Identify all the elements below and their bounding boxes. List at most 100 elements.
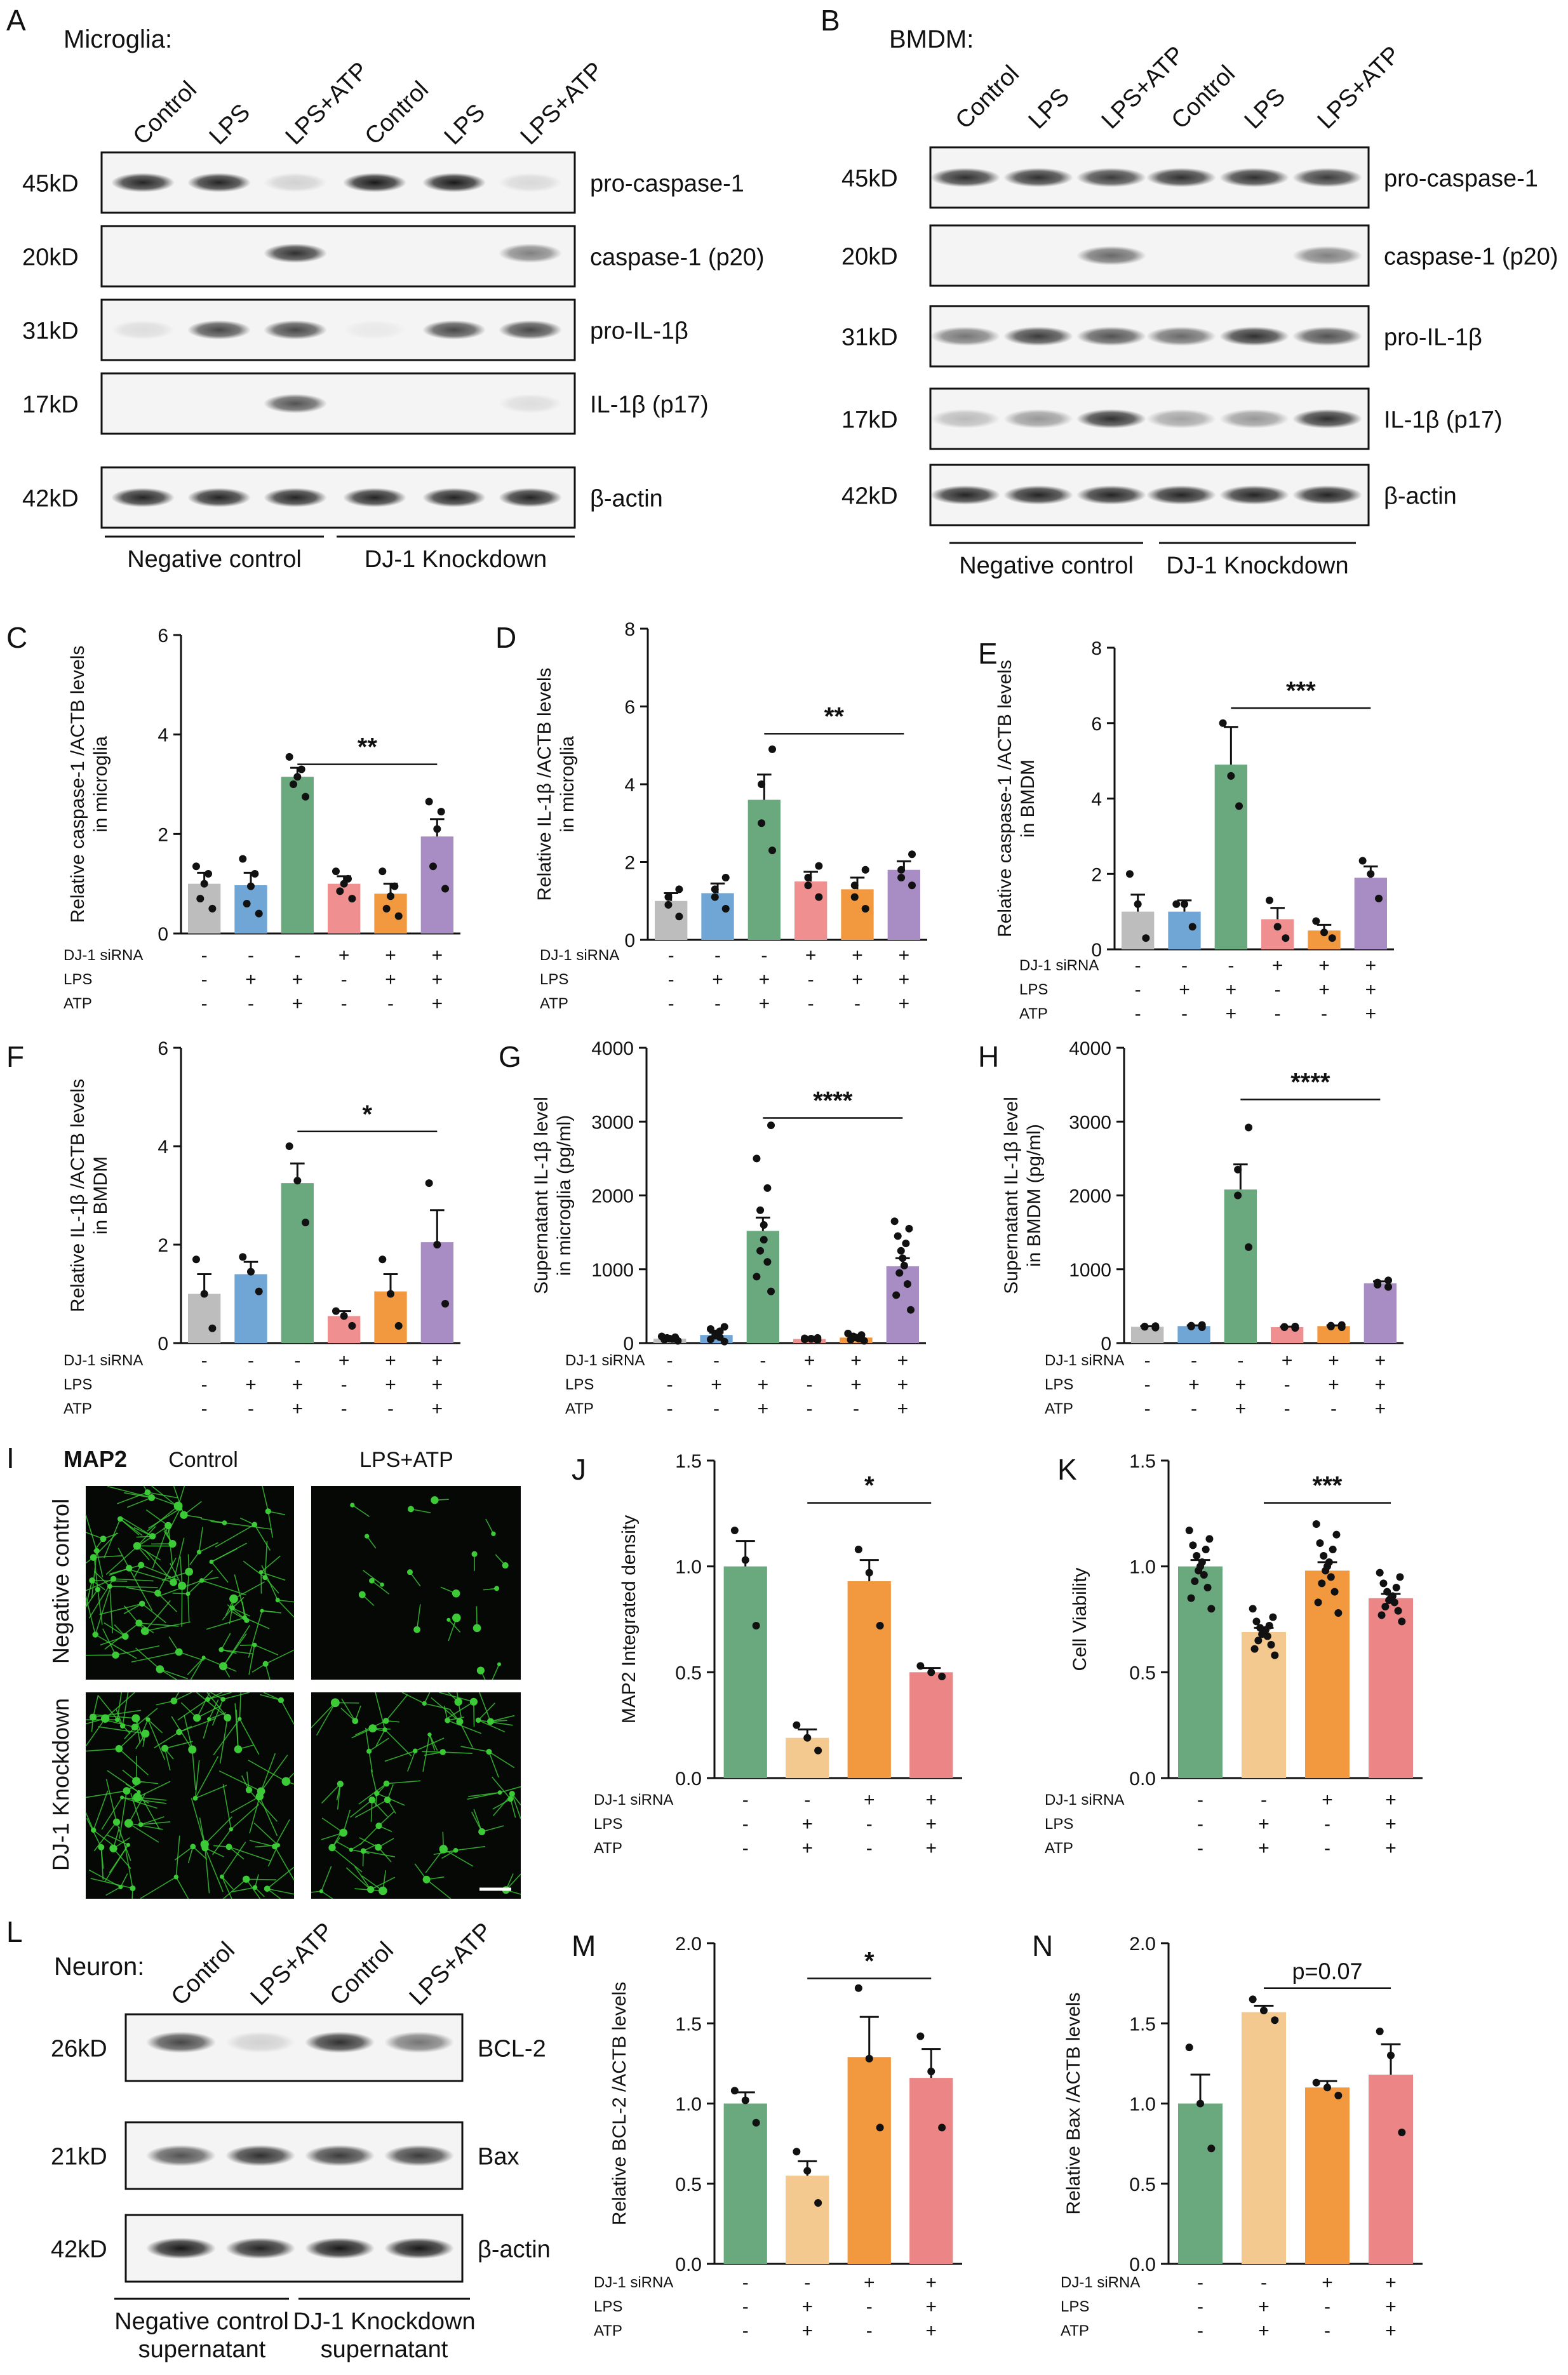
blot-strip [100,466,576,529]
neurite [384,1729,412,1756]
neurite [93,1790,109,1831]
data-point [671,1333,680,1341]
data-point [767,1287,775,1295]
neurite [159,1668,177,1680]
neurite [440,1586,457,1595]
condition-symbol: - [248,945,254,966]
y-tick-label: 1.5 [1129,1451,1156,1472]
neurite [441,1850,456,1859]
neurite [456,1692,459,1703]
neurite [109,1586,114,1634]
neurite [135,1733,146,1749]
condition-symbol: + [385,1374,396,1395]
neurite [184,1715,193,1750]
neurite [128,1568,153,1611]
data-point [1219,719,1227,727]
condition-symbol: - [808,993,814,1014]
condition-symbol: + [1258,1814,1270,1835]
neurite [321,1783,341,1804]
blot-band [1292,326,1362,346]
condition-symbol: + [1375,1350,1386,1371]
neurite [92,1695,99,1718]
y-tick-label: 0 [1101,1334,1111,1355]
condition-symbol: + [925,2320,937,2341]
neurite [480,1670,486,1680]
molecular-weight-label: 20kD [841,244,898,271]
neurite [97,1589,103,1625]
data-point [753,1154,761,1163]
neurite [157,1557,177,1593]
condition-symbol: + [899,969,910,990]
neurite [481,1825,504,1833]
condition-symbol: + [801,2320,813,2341]
neurite [262,1610,276,1613]
bar [281,1183,314,1343]
data-point [815,862,823,870]
data-point [1188,923,1196,931]
neurite [123,1603,143,1614]
bar [1369,1598,1413,1778]
molecular-weight-label: 31kD [841,324,898,351]
data-point [1367,870,1375,878]
band-label: β-actin [478,2237,551,2263]
molecular-weight-label: 31kD [22,318,79,345]
bar [1214,765,1247,949]
panel-letter-D: D [495,621,516,654]
neurite [260,1694,281,1701]
data-point [1384,1283,1393,1291]
blot-band [111,488,175,507]
data-point [767,1121,775,1130]
panel-letter-C: C [6,621,27,654]
neurite [433,1850,456,1856]
data-point [1329,1546,1337,1553]
neurite [363,1844,377,1852]
lane-label: LPS+ATP [281,57,373,150]
data-point [902,1240,910,1248]
neurite [220,1633,231,1650]
condition-symbol: - [341,969,347,990]
neurite [140,1877,177,1899]
significance-label: ** [824,702,845,730]
condition-symbol: + [432,969,443,990]
neurite [234,1574,248,1621]
data-point [293,773,302,781]
data-point [897,1247,905,1255]
bar [786,2176,829,2264]
blot-band [1003,485,1073,505]
data-point [1376,2027,1384,2035]
neurite [448,1692,459,1703]
condition-symbol: + [292,993,304,1014]
neurite [104,1518,121,1558]
neurite [100,1636,126,1646]
blot-band [305,2144,375,2167]
neurite [204,1847,210,1894]
neurite [93,1538,104,1552]
blot-band [225,2144,295,2167]
data-point [900,1261,908,1269]
condition-row-label: ATP [64,1400,92,1417]
neurite [199,1542,218,1553]
neurite [478,1720,513,1726]
condition-symbol: - [1330,1398,1337,1419]
blot-band [264,173,327,192]
neurite [253,1823,279,1846]
neurite [495,1554,506,1566]
condition-row-label: ATP [1045,1840,1073,1857]
neurite [426,1879,452,1899]
y-tick-label: 2 [1091,864,1102,885]
neurite [164,1748,171,1770]
neurite [224,1522,272,1530]
condition-symbol: - [668,945,674,966]
condition-symbol: - [1237,1350,1243,1371]
data-point [1249,1995,1257,2004]
y-tick-label: 4 [1091,789,1102,810]
data-point [1207,2144,1216,2153]
neurite [211,1699,224,1726]
y-tick-label: 4 [157,725,168,746]
data-point [903,1280,911,1288]
condition-row-label: LPS [64,1376,92,1393]
data-point [1337,1321,1346,1329]
data-point [1198,1321,1206,1329]
condition-row-label: LPS [594,1816,622,1833]
significance-label: ** [358,733,378,761]
